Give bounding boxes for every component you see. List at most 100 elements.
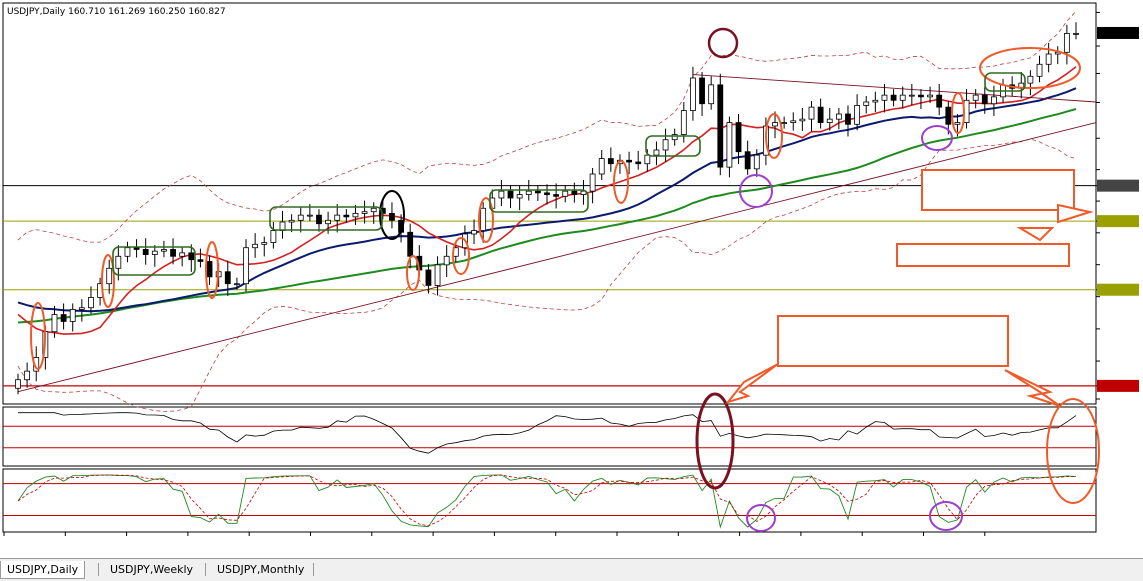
candle-body [133, 247, 140, 250]
candle-body [826, 118, 833, 123]
ma-mid-line [17, 87, 1077, 313]
candle-body [927, 94, 933, 98]
price-level-tag [1097, 215, 1139, 228]
resistance-trendline [692, 74, 1097, 103]
candle-body [1027, 75, 1034, 84]
candle-body [443, 255, 450, 266]
candle-body [1036, 63, 1043, 77]
candle-body [516, 194, 523, 199]
candle-body [690, 77, 696, 111]
candle-body [206, 261, 213, 278]
candle-body [607, 158, 614, 165]
highlight-stoch-low-2 [929, 501, 963, 531]
candle-body [60, 314, 67, 322]
candle-body [872, 99, 879, 103]
candle-body [626, 159, 632, 163]
candle-body [799, 118, 806, 122]
candle-body [507, 190, 514, 199]
candle-body [334, 214, 341, 221]
candle-body [270, 230, 277, 243]
candle-body [297, 214, 304, 221]
candle-body [744, 151, 751, 170]
candle-body [954, 122, 961, 125]
candle-body [288, 219, 295, 223]
candle-body [325, 219, 332, 225]
tab-usdjpy-weekly[interactable]: USDJPY,Weekly [110, 563, 194, 576]
candle-body [945, 106, 952, 125]
candle-body [88, 297, 94, 309]
candle-body [370, 207, 377, 213]
candle-body [680, 110, 687, 135]
candle-body [51, 314, 58, 333]
candle-body [835, 113, 842, 120]
candle-body [936, 94, 943, 108]
bollinger-lower-line [17, 138, 1077, 412]
candle-body [544, 192, 550, 195]
candle-body [243, 247, 249, 285]
candle-body [790, 120, 797, 123]
candle-body [15, 379, 21, 389]
price-level-tag [1097, 379, 1139, 392]
candle-body [179, 252, 186, 257]
candle-body [589, 173, 596, 192]
highlight-pullback-oval [613, 160, 629, 204]
candle-body [890, 94, 897, 101]
candle-body [845, 113, 851, 125]
highlight-peak-top [707, 27, 739, 59]
highlight-pullback-oval [30, 302, 46, 370]
chart-tabs: USDJPY,Daily USDJPY,Weekly USDJPY,Monthl… [0, 558, 1143, 581]
candle-body [224, 271, 231, 285]
highlight-rsi-overheat [695, 392, 735, 490]
arrow-rsi-left [725, 363, 779, 404]
candle-body [571, 190, 578, 195]
price-level-tag [1097, 179, 1139, 192]
candle-body [161, 249, 167, 252]
candle-body [434, 264, 441, 286]
symbol-header: USDJPY,Daily 160.710 161.269 160.250 160… [7, 7, 226, 17]
highlight-pullback-oval [406, 255, 420, 291]
candle-body [525, 190, 532, 195]
arrow-7day-right [1057, 203, 1094, 224]
highlight-range-box-1 [112, 246, 196, 276]
rsi-pane [2, 406, 1097, 467]
candle-body [24, 370, 31, 381]
candle-body [854, 105, 861, 125]
candle-body [735, 122, 742, 153]
candle-body [562, 190, 569, 197]
candle-body [662, 139, 669, 151]
candle-body [863, 101, 870, 106]
support-trendline [17, 122, 1097, 393]
candle-body [142, 249, 149, 255]
candle-body [106, 267, 113, 285]
candle-body [671, 134, 678, 141]
stoch-d-line [17, 474, 1077, 527]
candle-body [1045, 53, 1052, 65]
candle-body [534, 190, 541, 194]
tab-usdjpy-daily[interactable]: USDJPY,Daily [0, 561, 86, 579]
highlight-dip-purple-1 [739, 174, 773, 208]
candle-body [498, 190, 505, 199]
candle-body [252, 243, 259, 249]
candle-body [598, 158, 605, 175]
highlight-range-box-5 [984, 72, 1026, 92]
annotation-box-trend [896, 243, 1070, 267]
highlight-pullback-oval [951, 92, 965, 134]
candle-body [407, 231, 414, 257]
candle-body [78, 307, 85, 310]
candle-body [991, 96, 997, 105]
candle-body [918, 94, 924, 98]
candle-body [389, 213, 395, 221]
highlight-pullback-oval [478, 197, 494, 243]
stoch-pane [2, 468, 1097, 533]
candle-body [361, 211, 368, 214]
annotation-box-rsi [777, 315, 1009, 367]
highlight-pullback-oval [101, 254, 115, 308]
candle-body [1073, 33, 1079, 35]
tab-usdjpy-monthly[interactable]: USDJPY,Monthly [217, 563, 305, 576]
candle-body [726, 122, 733, 168]
highlight-recent-rise [979, 47, 1081, 89]
candle-body [753, 154, 760, 170]
highlight-pullback-oval [765, 113, 783, 159]
candle-body [124, 247, 131, 257]
